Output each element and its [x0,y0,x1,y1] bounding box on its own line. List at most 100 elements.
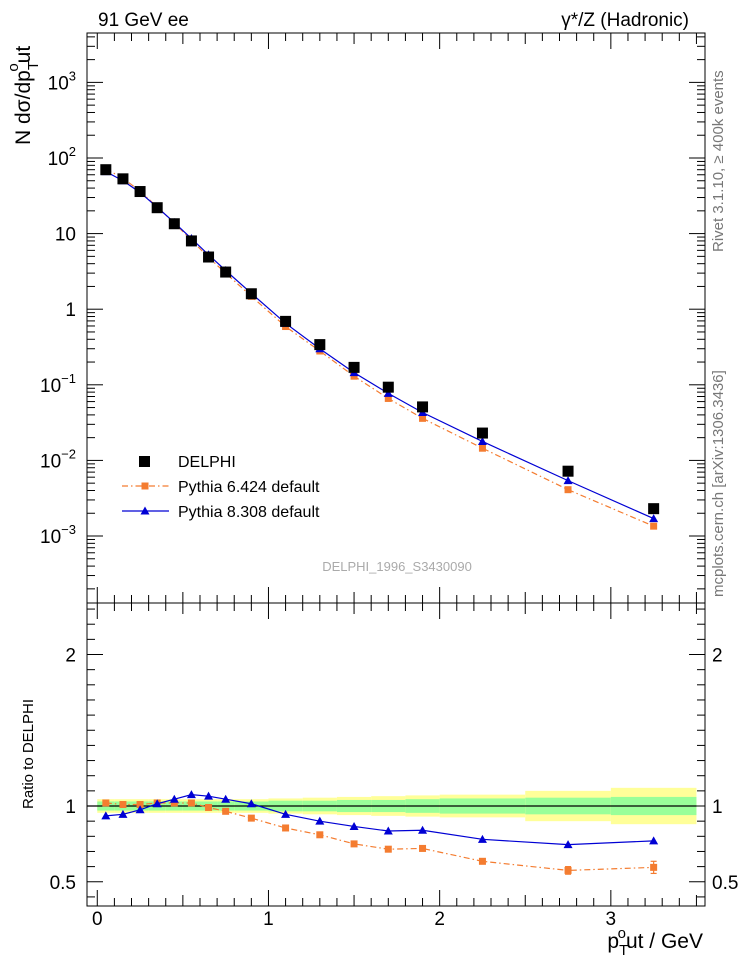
ratio-pythia8-point [135,805,145,814]
main-pythia8-point [563,476,573,485]
main-delphi-point [417,401,429,413]
ratio-pythia8-point [418,825,428,834]
main-y-tick-exp: −3 [61,522,76,537]
ratio-y-tick-label-right: 2 [712,646,723,667]
main-y-tick-base: 10 [48,73,69,94]
main-delphi-point [168,218,180,230]
ratio-pythia8-point [101,811,111,820]
main-delphi-point [348,361,360,373]
main-pythia6-point [478,444,486,452]
mcplots-label: mcplots.cern.ch [arXiv:1306.3436] [710,370,727,597]
ratio-pythia8-point [383,826,393,835]
ratio-pythia6-line [105,802,654,871]
main-y-tick-label: 10−2 [40,446,76,472]
ratio-pythia6-point [384,845,392,853]
main-ylabel: N dσ/dpTout [5,46,42,145]
ratio-pythia6-point [650,863,658,871]
rivet-label: Rivet 3.1.10, ≥ 400k events [710,70,727,252]
ratio-frame [86,602,706,907]
main-y-tick-base: 10 [55,225,76,246]
ratio-pythia6-point [170,799,178,807]
main-y-tick-base: 1 [65,300,76,321]
legend-marker-delphi [139,456,150,467]
x-axis-label-tail: ut / GeV [626,930,703,953]
main-y-tick-label: 102 [48,144,76,170]
ratio-ylabel: Ratio to DELPHI [20,699,37,809]
main-ylabel-sup: o [5,63,22,71]
main-pythia6-point [419,414,427,422]
ratio-pythia8-point [204,791,214,800]
main-pythia8-point [477,436,487,445]
ratio-pythia6-point [316,831,324,839]
main-pythia6-point [650,522,658,530]
x-axis-label: pTout / GeV [607,925,703,959]
main-y-tick-label: 10 [55,225,76,246]
legend-label-delphi: DELPHI [178,454,236,471]
ratio-pythia6-point [247,814,255,822]
ratio-pythia8-point [649,836,659,845]
ratio-pythia6-point [282,824,290,832]
ratio-pythia6-point [119,800,127,808]
x-axis-label-sub: T [619,942,628,959]
main-delphi-point [203,251,215,263]
legend-label-pythia8: Pythia 8.308 default [178,504,320,521]
main-y-tick-label: 10−1 [40,371,76,397]
ratio-pythia8-point [349,821,359,830]
ratio-pythia8-point [563,840,573,849]
ratio-pythia8-point [246,799,256,808]
header-left: 91 GeV ee [98,10,189,31]
ratio-pythia8-point [477,834,487,843]
header-right: γ*/Z (Hadronic) [561,10,689,31]
ratio-y-tick-label: 1 [65,797,76,818]
main-y-tick-label: 1 [65,300,76,321]
main-pythia6-point [384,394,392,402]
ratio-y-tick-label-right: 1 [712,797,723,818]
ratio-pythia8-point [169,794,179,803]
ratio-y-tick-label: 0.5 [50,873,76,894]
legend-marker-pythia8 [140,506,150,515]
main-delphi-point [314,339,326,351]
ratio-pythia6-point [136,800,144,808]
main-delphi-point [648,503,660,515]
main-ylabel-tail: ut [12,46,35,64]
main-ylabel-sub: T [25,61,42,70]
main-y-tick-base: 10 [48,149,69,170]
ratio-pythia8-point [221,794,231,803]
main-y-tick-exp: −2 [61,446,76,461]
main-y-tick-base: 10 [40,376,61,397]
x-tick-label: 2 [434,909,445,930]
legend-marker-pythia6 [141,482,149,490]
main-pythia8-point [649,514,659,523]
main-delphi-point [100,164,112,176]
ratio-y-tick-label-right: 0.5 [712,873,738,894]
main-delphi-point [185,235,197,247]
ratio-pythia6-point [478,857,486,865]
main-delphi-point [220,266,232,278]
ratio-pythia6-point [350,840,358,848]
main-y-tick-label: 10−3 [40,522,76,548]
main-delphi-point [245,288,257,300]
legend: DELPHI Pythia 6.424 default Pythia 8.308… [122,454,320,521]
main-y-tick-exp: 2 [69,144,76,159]
main-pythia6-point [350,372,358,380]
ratio-pythia8-point [281,809,291,818]
main-y-tick-exp: 3 [69,68,76,83]
x-tick-label: 1 [263,909,274,930]
watermark: DELPHI_1996_S3430090 [322,559,472,574]
ratio-pythia6-point [187,799,195,807]
ratio-pythia8-point [152,799,162,808]
ratio-y-tick-label: 2 [65,646,76,667]
main-delphi-point [117,173,129,185]
main-y-tick-label: 103 [48,68,76,94]
main-pythia8-point [383,388,393,397]
main-delphi-point [151,202,163,214]
ratio-pythia8-point [118,809,128,818]
x-axis-label-text: p [607,930,619,953]
main-delphi-point [562,465,574,477]
ratio-pythia6-point [564,866,572,874]
ratio-pythia6-point [222,807,230,815]
legend-label-pythia6: Pythia 6.424 default [178,479,320,496]
ratio-pythia6-point [102,799,110,807]
